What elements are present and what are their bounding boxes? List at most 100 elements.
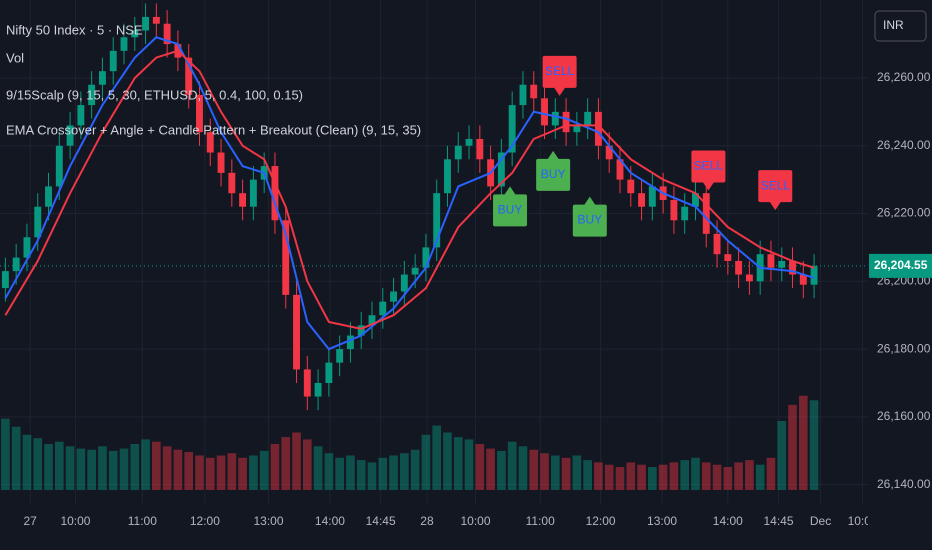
y-tick-label: 26,180.00: [877, 341, 931, 355]
currency-button[interactable]: [874, 10, 927, 42]
candle-body: [368, 315, 376, 326]
volume-bar: [712, 464, 722, 490]
volume-bar: [173, 449, 183, 490]
volume-bar: [604, 464, 614, 490]
candle-body: [142, 16, 150, 31]
volume-bar: [249, 455, 258, 490]
volume-bar: [302, 439, 312, 490]
candle-body: [778, 260, 786, 268]
volume-bar: [648, 467, 657, 490]
candle-body: [325, 362, 333, 383]
candle-body: [573, 125, 581, 133]
candle-body: [34, 206, 42, 238]
candle-body: [724, 254, 732, 261]
volume-bar: [561, 457, 571, 490]
signal-pointer: [504, 186, 517, 196]
volume-bar: [432, 425, 442, 490]
candle-body: [109, 50, 117, 72]
candle-body: [98, 71, 106, 85]
candle-body: [1, 271, 9, 289]
signal-box: [691, 150, 726, 183]
candle-body: [293, 294, 300, 370]
candle-body: [314, 382, 322, 397]
y-tick-label: 26,240.00: [877, 138, 931, 152]
volume-bar: [626, 462, 636, 490]
volume-bar: [777, 421, 787, 490]
signal-label: BUY: [541, 167, 566, 181]
volume-bar: [162, 446, 172, 490]
y-tick-label: 26,260.00: [877, 70, 931, 84]
volume-bar: [216, 455, 226, 490]
volume-bar: [356, 460, 366, 490]
volume-bar: [44, 444, 53, 490]
volume-bar: [680, 460, 690, 490]
signal-label: SELL: [545, 64, 575, 78]
candle-body: [400, 274, 408, 292]
x-tick-label: 28: [420, 514, 434, 528]
candle-body: [336, 349, 344, 363]
x-tick-label: Dec: [810, 514, 831, 528]
volume-bar: [486, 448, 495, 490]
candle-body: [196, 94, 203, 133]
volume-bar: [238, 457, 247, 490]
volume-pane: [1, 395, 819, 490]
volume-bar: [809, 400, 819, 490]
x-tick-label: 13:00: [647, 514, 677, 528]
candle-body: [799, 274, 807, 285]
candle-body: [627, 179, 635, 194]
volume-bar: [669, 462, 679, 490]
candle-body: [23, 237, 31, 258]
volume-bar: [108, 450, 118, 490]
candle-body: [702, 193, 710, 234]
volume-bar: [367, 462, 377, 490]
candle-body: [357, 325, 365, 336]
volume-bar: [798, 395, 808, 490]
x-tick-label: 12:00: [190, 514, 220, 528]
y-axis: 26,140.0026,160.0026,180.0026,200.0026,2…: [869, 70, 932, 491]
currency-label: INR: [883, 18, 904, 32]
volume-bar: [87, 449, 96, 490]
volume-bar: [583, 460, 592, 490]
volume-bar: [540, 453, 549, 490]
signal-pointer: [769, 201, 782, 211]
x-tick-label: 14:00: [713, 514, 743, 528]
signal-box: [493, 194, 528, 227]
candle-body: [584, 111, 592, 126]
signal-box: [542, 55, 577, 88]
x-tick-label: 14:00: [315, 514, 345, 528]
volume-bar: [658, 464, 668, 490]
y-tick-label: 26,160.00: [877, 409, 931, 423]
volume-bar: [65, 446, 75, 490]
candle-body: [346, 335, 354, 350]
volume-bar: [691, 457, 700, 490]
indicator-label: Vol: [6, 50, 24, 65]
symbol-title: Nifty 50 Index · 5 · NSE: [6, 22, 143, 37]
candle-body: [444, 159, 451, 194]
x-tick-label: 27: [24, 514, 38, 528]
candle-body: [120, 37, 128, 51]
candle-body: [66, 125, 74, 146]
candle-body: [605, 145, 613, 160]
volume-bar: [615, 467, 625, 490]
candle-body: [249, 179, 257, 207]
volume-bar: [119, 448, 129, 490]
volume-bar: [227, 453, 237, 490]
signal-pointer: [583, 196, 596, 206]
volume-bar: [421, 434, 431, 490]
candle-body: [551, 111, 559, 126]
last-price-label: 26,204.55: [874, 258, 928, 272]
volume-bar: [443, 432, 452, 490]
candle-body: [131, 30, 139, 38]
volume-bar: [205, 457, 215, 490]
candle-body: [163, 23, 171, 45]
candle-body: [45, 186, 52, 207]
signal-pointer: [553, 86, 566, 96]
x-tick-label: 13:00: [253, 514, 283, 528]
volume-bar: [281, 437, 291, 490]
signals: SELL SELL SELL BUY BUY BUY: [493, 55, 793, 237]
candle-body: [12, 257, 20, 272]
volume-bar: [497, 450, 506, 490]
x-tick-label: 11:00: [128, 514, 157, 528]
